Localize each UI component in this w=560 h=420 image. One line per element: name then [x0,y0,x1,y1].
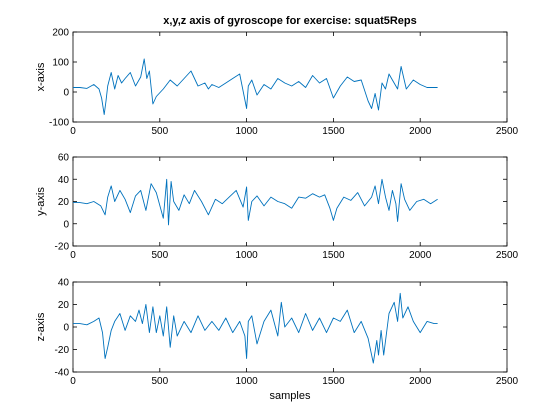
plot-area [72,281,508,373]
y-tick-label: 200 [52,28,69,39]
x-tick-label: 2500 [496,126,519,137]
x-tick-label: 500 [151,250,168,261]
y-tick-label: 40 [58,175,70,186]
x-tick-label: 2500 [496,376,519,387]
x-tick-label: 1000 [235,250,258,261]
subplot-3: 0 500 1000 1500 2000 2500 -40 -20 0 20 40 z-axis sam… [35,278,519,403]
y-tick-label: -20 [55,242,70,253]
x-tick-label: 1500 [322,126,345,137]
y-tick-label: 0 [63,219,69,230]
x-tick-label: 1000 [235,376,258,387]
y-tick-label: 0 [63,323,69,334]
x-tick-label: 0 [70,376,76,387]
y-axis-label: z-axis [35,312,47,341]
y-tick-label: 100 [52,58,69,69]
series-line [73,58,438,115]
x-tick-label: 1500 [322,376,345,387]
y-tick-label: -20 [55,345,70,356]
y-tick-label: 20 [58,300,70,311]
x-tick-label: 2500 [496,250,519,261]
x-tick-label: 0 [70,250,76,261]
y-tick-label: -40 [55,368,70,379]
y-tick-label: 40 [58,278,70,289]
x-tick-label: 2000 [409,376,432,387]
series-line [73,292,438,364]
y-axis-label: y-axis [35,187,47,216]
plot-area [72,31,508,123]
plot-area [72,156,508,247]
x-tick-label: 500 [151,376,168,387]
x-axis-label: samples [270,390,311,402]
y-tick-label: 20 [58,197,70,208]
x-tick-label: 1000 [235,126,258,137]
y-tick-label: 60 [58,153,70,164]
x-tick-label: 500 [151,126,168,137]
y-tick-label: -100 [49,118,69,129]
series-line [73,178,438,226]
x-tick-label: 2000 [409,250,432,261]
x-tick-label: 0 [70,126,76,137]
x-tick-label: 1500 [322,250,345,261]
y-tick-label: 0 [63,88,69,99]
y-axis-label: x-axis [35,62,47,91]
x-tick-label: 2000 [409,126,432,137]
chart-title: x,y,z axis of gyroscope for exercise: sq… [163,15,417,27]
